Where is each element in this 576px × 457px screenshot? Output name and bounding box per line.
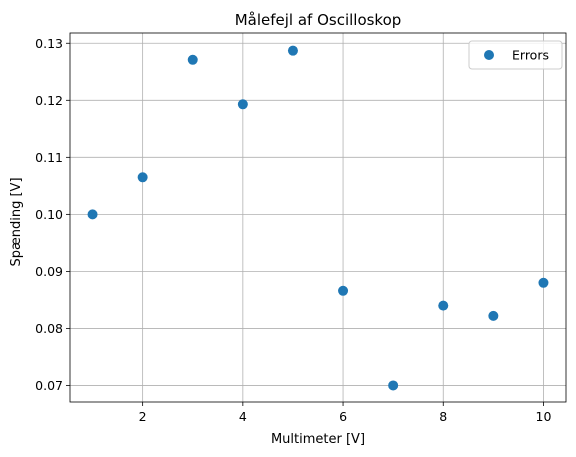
x-tick-label: 10 xyxy=(536,409,552,424)
y-tick-label: 0.08 xyxy=(35,321,63,336)
x-axis-label: Multimeter [V] xyxy=(271,432,365,447)
x-axis-ticks: 2 4 6 8 10 xyxy=(139,402,552,424)
x-tick-label: 8 xyxy=(439,409,447,424)
data-point xyxy=(287,45,298,56)
grid-lines xyxy=(70,33,566,402)
y-tick-label: 0.09 xyxy=(35,264,63,279)
x-tick-label: 6 xyxy=(339,409,347,424)
data-point xyxy=(87,209,98,220)
data-point xyxy=(488,310,499,321)
data-point xyxy=(338,285,349,296)
x-tick-label: 4 xyxy=(239,409,247,424)
data-point xyxy=(388,380,399,391)
data-point xyxy=(538,277,549,288)
data-points xyxy=(87,45,549,391)
y-tick-label: 0.13 xyxy=(35,36,63,51)
legend-box xyxy=(468,40,563,70)
legend-marker xyxy=(484,50,494,60)
data-point xyxy=(187,54,198,65)
y-axis-ticks: 0.07 0.08 0.09 0.10 0.11 0.12 0.13 xyxy=(35,36,70,393)
y-tick-label: 0.07 xyxy=(35,378,63,393)
data-point xyxy=(438,300,449,311)
y-tick-label: 0.12 xyxy=(35,93,63,108)
x-tick-label: 2 xyxy=(139,409,147,424)
data-point xyxy=(237,99,248,110)
y-tick-label: 0.11 xyxy=(35,150,63,165)
data-point xyxy=(137,172,148,183)
y-tick-label: 0.10 xyxy=(35,207,63,222)
plot-frame xyxy=(69,32,567,403)
chart-title: Målefejl af Oscilloskop xyxy=(235,11,402,29)
legend: Errors xyxy=(468,40,563,70)
legend-label: Errors xyxy=(512,48,549,63)
y-axis-label: Spænding [V] xyxy=(9,177,24,266)
